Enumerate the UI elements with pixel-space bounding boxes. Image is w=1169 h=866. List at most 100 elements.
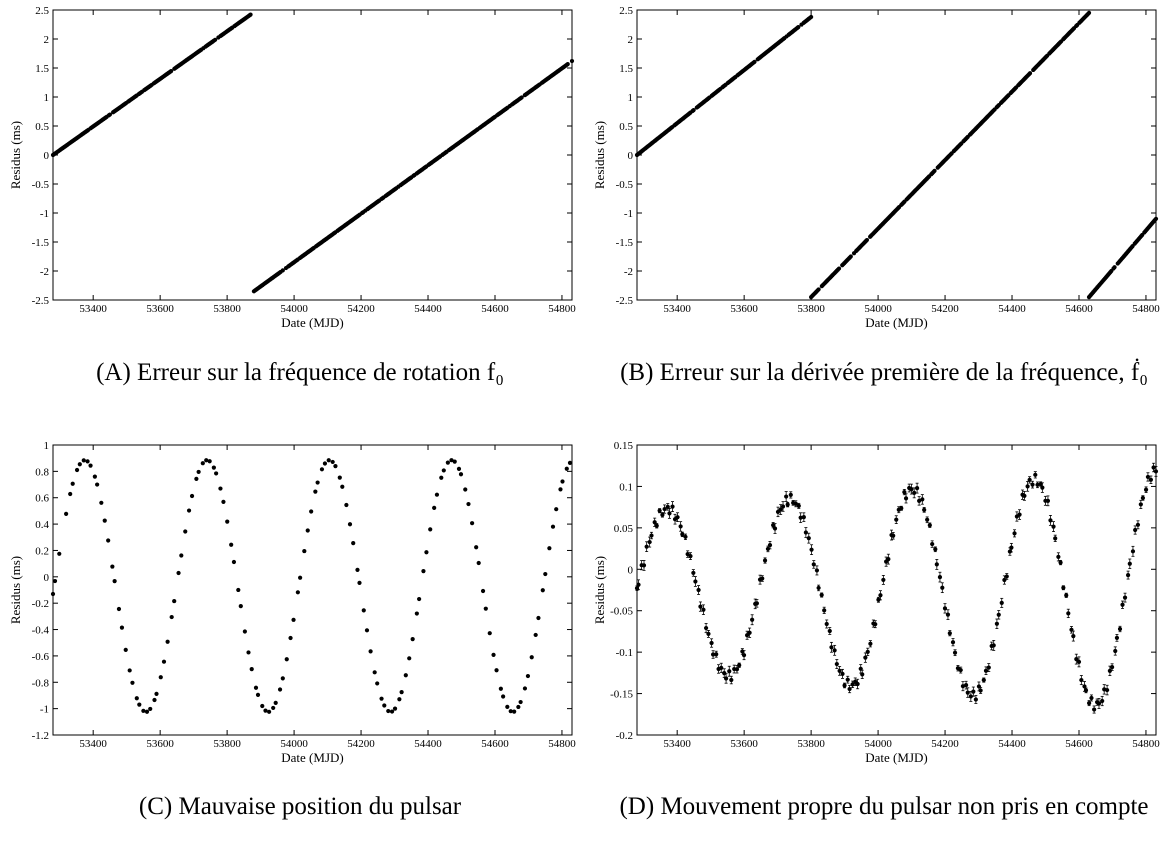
- data-point: [847, 686, 852, 692]
- data-point: [688, 554, 693, 559]
- data-point: [458, 472, 464, 477]
- data-point: [912, 490, 917, 495]
- data-point: [981, 677, 986, 683]
- data-point: [873, 622, 878, 627]
- data-point: [176, 570, 181, 576]
- x-tick-label: 54000: [280, 738, 308, 750]
- chart-c: 53400 53600 53800 54000 54200 54400 54600 54800…: [8, 440, 576, 765]
- data-point: [801, 515, 806, 520]
- data-point: [922, 507, 927, 512]
- data-point: [434, 492, 440, 497]
- data-point: [1040, 485, 1045, 490]
- data-point: [701, 607, 706, 612]
- data-point: [81, 458, 86, 463]
- data-point: [277, 687, 283, 692]
- data-point: [238, 604, 243, 609]
- data-point: [134, 696, 139, 701]
- x-tick-label: 54400: [414, 738, 442, 750]
- y-tick-label: -0.6: [32, 651, 50, 663]
- y-tick-label: -0.2: [32, 598, 49, 610]
- data-point: [432, 505, 437, 510]
- data-point: [194, 476, 199, 481]
- data-point: [127, 668, 132, 673]
- y-tick-label: -2.5: [32, 295, 50, 307]
- data-point: [1012, 531, 1017, 536]
- plot-frame: [636, 444, 1157, 736]
- y-tick-label: -0.5: [616, 179, 634, 191]
- data-point: [1074, 657, 1079, 662]
- y-tick-label: 0.05: [614, 523, 634, 535]
- data-point: [319, 467, 325, 472]
- data-point: [1079, 677, 1084, 683]
- data-point: [978, 688, 983, 693]
- data-point: [236, 587, 241, 593]
- x-tick-label: 54600: [481, 738, 509, 750]
- y-tick-label: -0.8: [32, 677, 50, 689]
- data-point: [737, 663, 742, 668]
- data-point: [554, 507, 559, 512]
- caption-c: (C) Mauvaise position du pulsar: [20, 790, 580, 824]
- data-point: [950, 640, 956, 645]
- data-point: [1076, 659, 1082, 664]
- data-point: [372, 670, 377, 675]
- data-point: [836, 266, 842, 271]
- data-point: [476, 560, 481, 566]
- data-point: [491, 652, 496, 657]
- data-point: [772, 526, 778, 531]
- data-point: [298, 575, 303, 580]
- data-point: [832, 648, 837, 653]
- data-point: [958, 667, 963, 673]
- data-point: [816, 287, 821, 292]
- data-point: [441, 468, 446, 473]
- data-point: [994, 621, 999, 626]
- data-point: [778, 507, 783, 512]
- data-point: [675, 515, 680, 520]
- data-point: [200, 461, 205, 466]
- data-point: [302, 548, 307, 554]
- data-point: [793, 501, 798, 506]
- data-point: [727, 669, 732, 674]
- x-tick-label: 54000: [864, 303, 892, 315]
- data-point: [512, 709, 517, 714]
- data-point: [1113, 648, 1118, 654]
- data-point: [824, 621, 829, 627]
- x-tick-label: 54200: [347, 303, 375, 315]
- y-tick-label: -1: [40, 208, 49, 220]
- data-point: [119, 625, 125, 630]
- x-tick-label: 54400: [414, 303, 442, 315]
- data-point: [344, 502, 349, 508]
- data-point: [218, 486, 223, 491]
- y-tick-label: -1: [40, 704, 49, 716]
- data-point: [1125, 572, 1131, 578]
- data-point: [710, 652, 716, 657]
- data-point: [657, 508, 662, 513]
- data-point: [848, 254, 853, 259]
- data-point: [1143, 487, 1149, 492]
- data-point: [722, 671, 727, 676]
- data-point: [1130, 549, 1136, 554]
- data-point: [894, 517, 899, 522]
- data-point: [691, 570, 696, 576]
- data-point: [665, 504, 670, 509]
- y-tick-label: -0.2: [616, 730, 633, 742]
- data-point: [1153, 469, 1159, 474]
- y-tick-label: 2.5: [35, 5, 49, 17]
- data-point: [678, 524, 683, 529]
- x-tick-label: 54600: [1065, 738, 1093, 750]
- data-point: [845, 677, 850, 682]
- data-point: [785, 502, 790, 507]
- data-point: [1135, 522, 1141, 527]
- data-point: [68, 491, 73, 497]
- data-point: [1117, 626, 1123, 632]
- data-point: [295, 590, 300, 595]
- data-point: [386, 708, 391, 714]
- data-point: [693, 579, 698, 584]
- data-point: [914, 486, 920, 491]
- data-point: [116, 606, 122, 612]
- y-tick-label: -0.4: [32, 625, 50, 637]
- data-point: [567, 460, 573, 465]
- data-point: [670, 504, 675, 509]
- data-point: [1025, 484, 1030, 489]
- data-point: [654, 523, 659, 528]
- data-point: [973, 697, 978, 702]
